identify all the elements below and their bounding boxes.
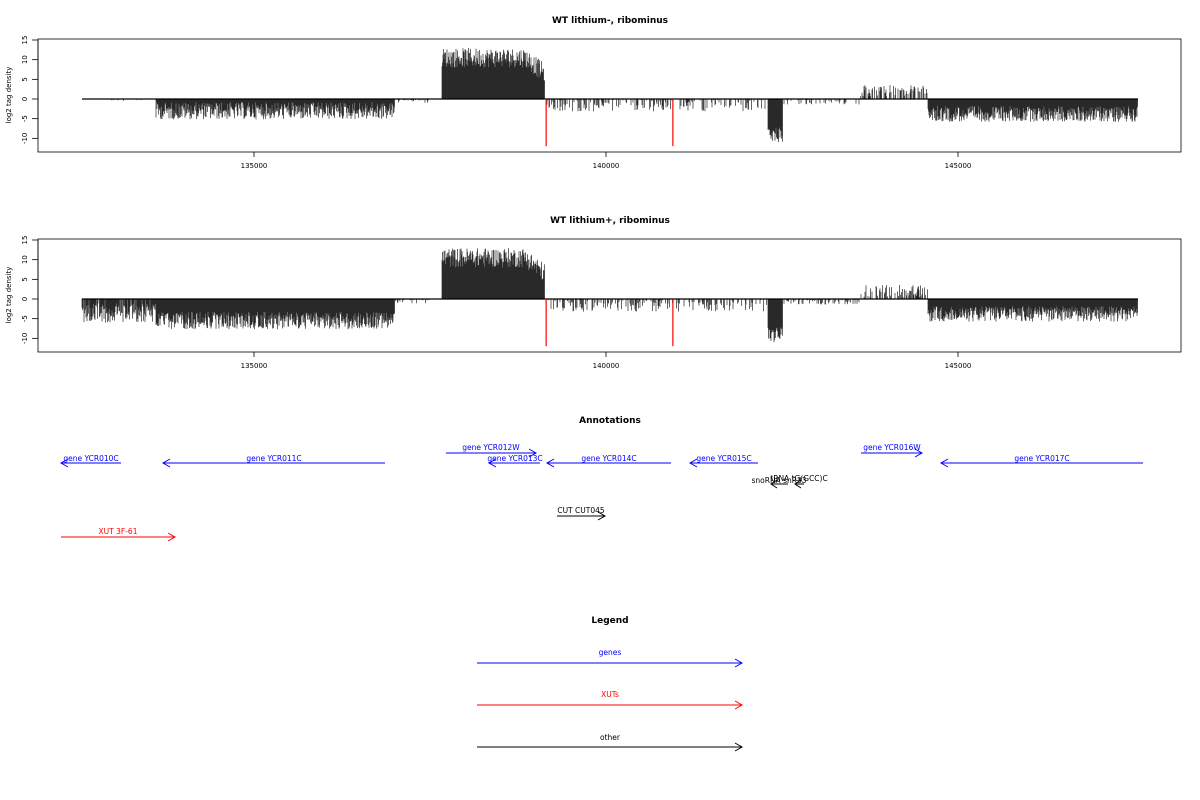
feature-gene-ycr016w: gene YCR016W	[861, 443, 924, 458]
panel-2-frame	[37, 238, 1182, 353]
y-tick-label: 10	[21, 55, 29, 64]
panel-2-x-axis: 135000 140000 145000	[241, 352, 972, 370]
panel-1-y-axis: 15 10 5 0 -5 -10	[21, 36, 39, 144]
x-tick-label: 135000	[241, 362, 268, 370]
panel-1-y-label: log2 tag density	[5, 67, 13, 124]
feature-label: snoRNA snR33	[751, 476, 806, 485]
panel-2-title: WT lithium+, ribominus	[550, 216, 670, 226]
feature-gene-ycr010c: gene YCR010C	[59, 454, 121, 468]
x-tick-label: 140000	[593, 162, 620, 170]
feature-gene-ycr015c: gene YCR015C	[688, 454, 758, 468]
feature-gene-ycr017c: gene YCR017C	[939, 454, 1143, 468]
y-tick-label: 0	[21, 297, 29, 301]
y-tick-label: 5	[21, 77, 29, 81]
density-panel-lithium-plus: WT lithium+, ribominus 15 10 5 0 -5 -10 log2 …	[5, 216, 1182, 370]
panel-1-title: WT lithium-, ribominus	[552, 16, 668, 26]
annotations-track: Annotations gene YCR010C gene YCR011C ge…	[59, 416, 1143, 542]
annotations-title: Annotations	[579, 416, 641, 426]
y-tick-label: 15	[21, 36, 29, 45]
panel-2-y-label: log2 tag density	[5, 267, 13, 324]
y-tick-label: 10	[21, 255, 29, 264]
y-tick-label: 5	[21, 277, 29, 281]
y-tick-label: -10	[21, 333, 29, 344]
panel-1-signal	[82, 47, 1138, 147]
y-tick-label: 0	[21, 97, 29, 101]
legend-label: other	[600, 733, 621, 742]
x-tick-label: 140000	[593, 362, 620, 370]
y-tick-label: 15	[21, 236, 29, 245]
legend-item-other: other	[477, 733, 744, 752]
panel-2-y-axis: 15 10 5 0 -5 -10	[21, 236, 39, 344]
feature-label: gene YCR014C	[581, 454, 636, 463]
feature-label: tRNA tG(GCC)C	[770, 474, 827, 483]
feature-label: gene YCR010C	[63, 454, 118, 463]
feature-label: gene YCR017C	[1014, 454, 1069, 463]
legend-title: Legend	[591, 616, 628, 626]
feature-label: gene YCR013C	[487, 454, 542, 463]
feature-snorna-snr33: snoRNA snR33	[751, 476, 807, 489]
feature-label: CUT CUT045	[557, 506, 605, 515]
legend-label: genes	[599, 648, 622, 657]
feature-cut-cut045: CUT CUT045	[557, 506, 607, 521]
panel-1-x-axis: 135000 140000 145000	[241, 152, 972, 170]
feature-gene-ycr012w: gene YCR012W	[446, 443, 538, 458]
x-tick-label: 145000	[945, 362, 972, 370]
feature-gene-ycr013c: gene YCR013C	[487, 454, 543, 468]
legend-label: XUTs	[601, 690, 619, 699]
legend-item-xuts: XUTs	[477, 690, 744, 710]
y-tick-label: -5	[21, 315, 29, 322]
x-tick-label: 135000	[241, 162, 268, 170]
panel-1-frame	[37, 38, 1182, 153]
feature-xut-3f-61: XUT 3F-61	[61, 527, 177, 542]
feature-label: gene YCR011C	[246, 454, 301, 463]
feature-label: gene YCR015C	[696, 454, 751, 463]
panel-2-signal	[81, 248, 1138, 347]
feature-label: XUT 3F-61	[99, 527, 138, 536]
feature-label: gene YCR016W	[863, 443, 921, 452]
feature-gene-ycr011c: gene YCR011C	[161, 454, 385, 468]
feature-trna-tgcc: tRNA tG(GCC)C	[770, 474, 828, 489]
legend-item-genes: genes	[477, 648, 744, 668]
y-tick-label: -5	[21, 115, 29, 122]
y-tick-label: -10	[21, 133, 29, 144]
feature-label: gene YCR012W	[462, 443, 520, 452]
x-tick-label: 145000	[945, 162, 972, 170]
density-panel-lithium-minus: WT lithium-, ribominus 15 10 5 0 -5 -10 log2 …	[5, 16, 1182, 170]
feature-gene-ycr014c: gene YCR014C	[545, 454, 671, 468]
legend: Legend genes XUTs other	[477, 616, 744, 752]
